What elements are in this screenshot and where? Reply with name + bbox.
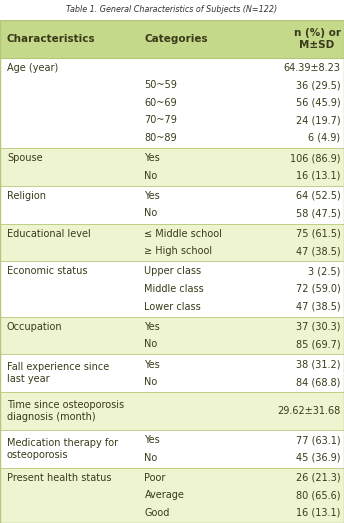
Text: Upper class: Upper class <box>144 266 202 277</box>
Text: 29.62±31.68: 29.62±31.68 <box>277 406 341 416</box>
Text: 45 (36.9): 45 (36.9) <box>296 452 341 462</box>
FancyBboxPatch shape <box>0 355 344 392</box>
Text: 24 (19.7): 24 (19.7) <box>296 116 341 126</box>
Text: 85 (69.7): 85 (69.7) <box>296 339 341 349</box>
Text: Yes: Yes <box>144 153 160 163</box>
Text: 70~79: 70~79 <box>144 116 178 126</box>
Text: Average: Average <box>144 491 184 501</box>
Text: Present health status: Present health status <box>7 473 111 483</box>
Text: Yes: Yes <box>144 435 160 445</box>
Text: 106 (86.9): 106 (86.9) <box>290 153 341 163</box>
Text: Time since osteoporosis
diagnosis (month): Time since osteoporosis diagnosis (month… <box>7 400 124 422</box>
Text: No: No <box>144 377 158 387</box>
Text: Economic status: Economic status <box>7 266 87 277</box>
Text: Yes: Yes <box>144 359 160 370</box>
Text: Yes: Yes <box>144 191 160 201</box>
Text: Age (year): Age (year) <box>7 63 58 73</box>
FancyBboxPatch shape <box>0 223 344 262</box>
Text: 72 (59.0): 72 (59.0) <box>296 284 341 294</box>
FancyBboxPatch shape <box>0 392 344 430</box>
Text: No: No <box>144 170 158 181</box>
Text: No: No <box>144 209 158 219</box>
Text: 58 (47.5): 58 (47.5) <box>296 209 341 219</box>
FancyBboxPatch shape <box>0 148 344 186</box>
Text: 50~59: 50~59 <box>144 80 178 90</box>
Text: Good: Good <box>144 508 170 518</box>
Text: Religion: Religion <box>7 191 46 201</box>
Text: 56 (45.9): 56 (45.9) <box>296 98 341 108</box>
Text: Medication therapy for
osteoporosis: Medication therapy for osteoporosis <box>7 438 118 460</box>
Text: Poor: Poor <box>144 473 166 483</box>
Text: 77 (63.1): 77 (63.1) <box>296 435 341 445</box>
Text: 16 (13.1): 16 (13.1) <box>296 170 341 181</box>
Text: 80~89: 80~89 <box>144 133 177 143</box>
Text: No: No <box>144 452 158 462</box>
Text: Spouse: Spouse <box>7 153 43 163</box>
Text: 60~69: 60~69 <box>144 98 177 108</box>
Text: Educational level: Educational level <box>7 229 90 238</box>
Text: 80 (65.6): 80 (65.6) <box>296 491 341 501</box>
Text: 3 (2.5): 3 (2.5) <box>308 266 341 277</box>
Text: 16 (13.1): 16 (13.1) <box>296 508 341 518</box>
Text: ≤ Middle school: ≤ Middle school <box>144 229 222 238</box>
Text: 6 (4.9): 6 (4.9) <box>309 133 341 143</box>
Text: Lower class: Lower class <box>144 302 201 312</box>
Text: Yes: Yes <box>144 322 160 332</box>
Text: Table 1. General Characteristics of Subjects (N=122): Table 1. General Characteristics of Subj… <box>66 5 278 15</box>
Text: Characteristics: Characteristics <box>7 34 96 44</box>
Text: 75 (61.5): 75 (61.5) <box>296 229 341 238</box>
Text: 37 (30.3): 37 (30.3) <box>296 322 341 332</box>
FancyBboxPatch shape <box>0 316 344 355</box>
Text: 26 (21.3): 26 (21.3) <box>296 473 341 483</box>
Text: Categories: Categories <box>144 34 208 44</box>
Text: Occupation: Occupation <box>7 322 63 332</box>
FancyBboxPatch shape <box>0 186 344 223</box>
Text: ≥ High school: ≥ High school <box>144 246 213 256</box>
FancyBboxPatch shape <box>0 58 344 148</box>
Text: 47 (38.5): 47 (38.5) <box>296 246 341 256</box>
Text: 84 (68.8): 84 (68.8) <box>296 377 341 387</box>
Text: n (%) or
M±SD: n (%) or M±SD <box>293 28 341 50</box>
FancyBboxPatch shape <box>0 430 344 468</box>
Text: 36 (29.5): 36 (29.5) <box>296 80 341 90</box>
FancyBboxPatch shape <box>0 262 344 316</box>
Text: No: No <box>144 339 158 349</box>
Text: Fall experience since
last year: Fall experience since last year <box>7 362 109 384</box>
Text: Middle class: Middle class <box>144 284 204 294</box>
Text: 47 (38.5): 47 (38.5) <box>296 302 341 312</box>
FancyBboxPatch shape <box>0 468 344 523</box>
Text: 38 (31.2): 38 (31.2) <box>296 359 341 370</box>
Text: 64.39±8.23: 64.39±8.23 <box>283 63 341 73</box>
FancyBboxPatch shape <box>0 20 344 58</box>
Text: 64 (52.5): 64 (52.5) <box>296 191 341 201</box>
